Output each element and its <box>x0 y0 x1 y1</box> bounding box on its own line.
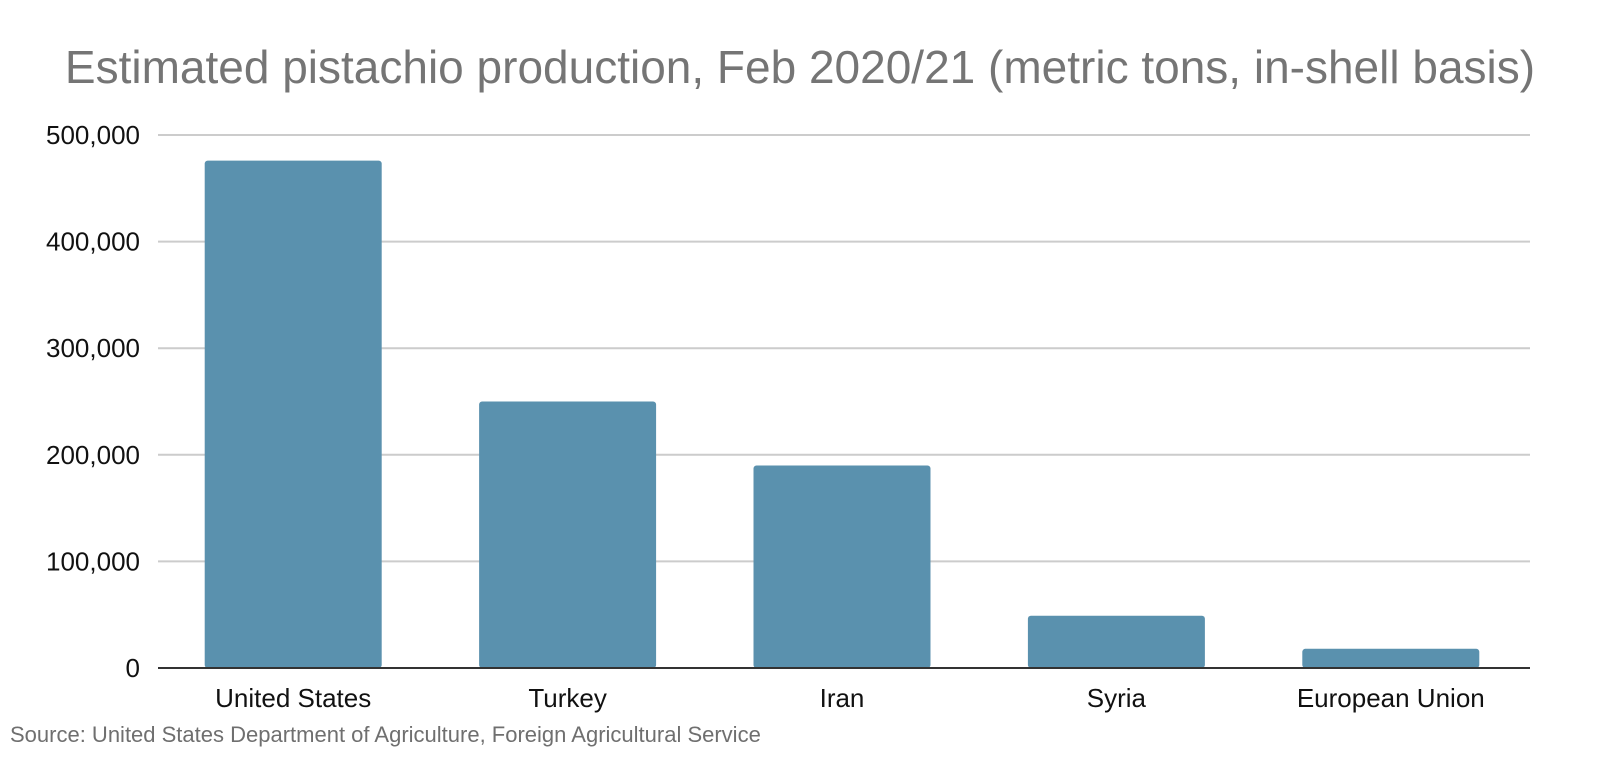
bar-turkey <box>479 401 657 668</box>
y-tick-label: 300,000 <box>46 333 140 363</box>
x-tick-label: Iran <box>820 683 865 713</box>
chart-title: Estimated pistachio production, Feb 2020… <box>65 41 1535 93</box>
x-tick-label: European Union <box>1297 683 1485 713</box>
x-tick-label: Syria <box>1087 683 1147 713</box>
gridlines <box>158 134 1530 563</box>
y-tick-label: 100,000 <box>46 546 140 576</box>
x-tick-label: United States <box>215 683 371 713</box>
bar-european-union <box>1302 648 1480 668</box>
bar-iran <box>753 465 931 668</box>
y-axis-tick-labels: 0 100,000 200,000 300,000 400,000 500,000 <box>46 120 140 683</box>
bar-syria <box>1027 615 1205 668</box>
x-tick-label: Turkey <box>528 683 607 713</box>
source-note: Source: United States Department of Agri… <box>10 722 761 747</box>
bars <box>204 160 1480 669</box>
y-tick-label: 400,000 <box>46 227 140 257</box>
y-tick-label: 500,000 <box>46 120 140 150</box>
y-tick-label: 0 <box>126 653 140 683</box>
bar-united-states <box>204 160 382 669</box>
x-axis-tick-labels: United States Turkey Iran Syria European Uni… <box>215 683 1485 713</box>
y-tick-label: 200,000 <box>46 440 140 470</box>
